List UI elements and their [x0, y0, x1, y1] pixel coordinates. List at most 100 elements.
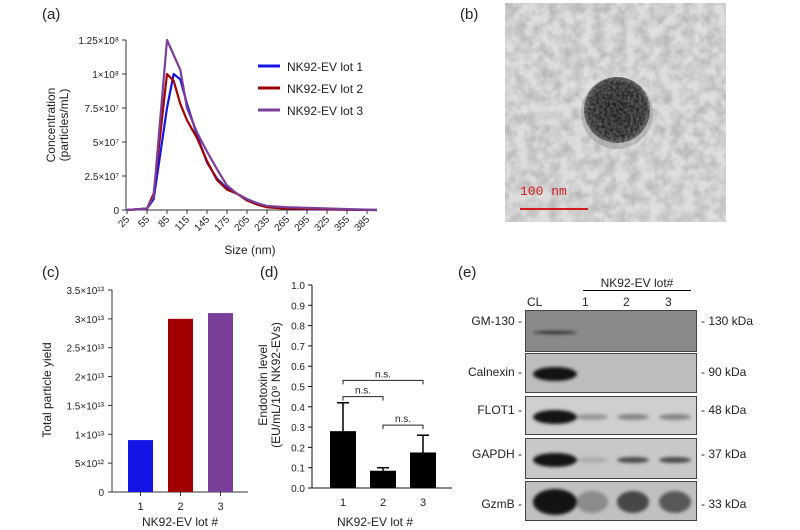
y-axis-title: Concentration — [44, 88, 58, 163]
x-tick-label: 295 — [293, 214, 313, 234]
lane-label-1: 1 — [582, 295, 589, 309]
protein-label: GzmB - — [481, 497, 522, 511]
y-tick-label: 0.3 — [291, 423, 305, 434]
x-tick-label: 235 — [253, 214, 273, 234]
bar-lot-1 — [330, 431, 356, 488]
x-tick-label: 2 — [177, 501, 183, 513]
protein-band — [533, 409, 577, 424]
series-line-lot-2 — [126, 72, 378, 212]
molecular-weight-label: - 33 kDa — [701, 497, 747, 511]
y-axis-title: Endotoxin level — [256, 344, 270, 425]
y-axis-title: Total particle yield — [40, 342, 54, 437]
panel-label-d: (d) — [260, 264, 279, 281]
blot-strip-gzmb — [525, 481, 697, 521]
tem-image: 100 nm — [505, 3, 726, 222]
x-tick-label: 115 — [173, 214, 192, 233]
y-tick-label: 1.5×10¹³ — [66, 401, 104, 412]
y-tick-label: 1.0 — [291, 281, 305, 292]
y-tick-label: 1.25×10⁸ — [78, 36, 119, 47]
blot-strip-gm130 — [525, 310, 697, 352]
x-tick-label: 385 — [353, 214, 373, 234]
x-tick-label: 2 — [380, 497, 386, 509]
y-tick-label: 0.8 — [291, 322, 305, 333]
significance-bracket — [342, 379, 424, 385]
protein-band — [533, 330, 577, 334]
protein-label: GM-130 - — [471, 314, 522, 328]
y-tick-label: 0 — [98, 488, 104, 499]
y-tick-label: 5×10¹² — [75, 459, 105, 470]
significance-label: n.s. — [355, 386, 371, 397]
bar-lot-1 — [128, 440, 153, 492]
lane-label-cl: CL — [527, 295, 543, 309]
panel-label-a: (a) — [42, 6, 61, 23]
blot-header: NK92-EV lot# — [600, 276, 674, 290]
legend-label-lot-1: NK92-EV lot 1 — [287, 60, 363, 74]
blot-strip-flot1 — [525, 396, 697, 435]
x-tick-label: 355 — [333, 214, 353, 234]
y-tick-label: 2.5×10¹³ — [66, 344, 104, 355]
significance-bracket — [342, 396, 384, 401]
protein-label: Calnexin - — [467, 365, 522, 379]
panel-label-c: (c) — [42, 264, 60, 281]
y-tick-label: 7.5×10⁷ — [85, 104, 120, 115]
x-tick-label: 145 — [193, 214, 213, 234]
bar-lot-2 — [168, 318, 193, 492]
series-line-lot-3 — [126, 38, 378, 212]
protein-band — [617, 456, 649, 463]
y-tick-label: 2×10¹³ — [75, 373, 105, 384]
particle-yield-chart: 0 5×10¹² 1×10¹³ 1.5×10¹³ 2×10¹³ 2.5×10¹³ 3×10¹… — [40, 286, 248, 529]
x-tick-label: 1 — [137, 501, 143, 513]
protein-band — [617, 491, 649, 513]
y-tick-label: 0.6 — [291, 362, 305, 373]
protein-band — [533, 489, 577, 515]
molecular-weight-label: - 48 kDa — [701, 403, 747, 417]
bar-lot-3 — [208, 313, 233, 492]
y-tick-label: 3×10¹³ — [75, 315, 105, 326]
protein-label: FLOT1 - — [477, 403, 522, 417]
y-tick-label: 0.1 — [291, 464, 305, 475]
panel-label-b: (b) — [460, 6, 479, 23]
lane-label-2: 2 — [623, 295, 630, 309]
x-axis-title: NK92-EV lot # — [142, 515, 218, 529]
protein-band — [659, 491, 691, 513]
protein-band — [659, 456, 691, 463]
y-tick-label: 3.5×10¹³ — [66, 286, 104, 297]
protein-band — [659, 413, 691, 420]
y-tick-label: 1×10⁸ — [92, 70, 119, 81]
x-tick-label: 325 — [313, 214, 333, 234]
lane-label-3: 3 — [665, 295, 672, 309]
molecular-weight-label: - 90 kDa — [701, 365, 747, 379]
y-tick-label: 2.5×10⁷ — [85, 172, 120, 183]
y-tick-label: 5×10⁷ — [93, 138, 120, 149]
scale-bar — [520, 208, 588, 210]
molecular-weight-label: - 130 kDa — [701, 314, 754, 328]
x-tick-label: 55 — [136, 214, 152, 230]
protein-band — [533, 367, 577, 381]
scale-bar-label: 100 nm — [520, 184, 567, 199]
protein-band — [576, 491, 608, 513]
y-tick-label: 0.7 — [291, 342, 305, 353]
significance-label: n.s. — [395, 414, 411, 425]
y-tick-label: 0.9 — [291, 301, 305, 312]
protein-band — [533, 452, 577, 467]
y-tick-label: 0 — [113, 206, 119, 217]
x-axis-title: Size (nm) — [224, 243, 275, 257]
protein-label: GAPDH - — [471, 447, 522, 461]
blot-strip-gapdh — [525, 438, 697, 479]
y-tick-label: 0.2 — [291, 443, 305, 454]
legend-label-lot-2: NK92-EV lot 2 — [287, 82, 363, 96]
panel-label-e: (e) — [458, 264, 477, 281]
x-tick-label: 205 — [233, 214, 253, 234]
x-tick-label: 265 — [273, 214, 293, 234]
blot-strip-calnexin — [525, 353, 697, 393]
y-tick-label: 0.4 — [291, 403, 305, 414]
y-tick-label: 0.5 — [291, 383, 305, 394]
blot-header-line — [583, 290, 691, 291]
protein-band — [576, 456, 608, 463]
significance-bracket — [382, 424, 424, 430]
tem-texture — [505, 3, 726, 222]
y-axis-title: (EU/mL/10⁹ NK92-EVs) — [269, 322, 283, 448]
endotoxin-chart: 0.0 0.1 0.2 0.3 0.4 0.5 0.6 0.7 0.8 0.9 1.0 1 2 3 n.s.… — [256, 281, 452, 529]
